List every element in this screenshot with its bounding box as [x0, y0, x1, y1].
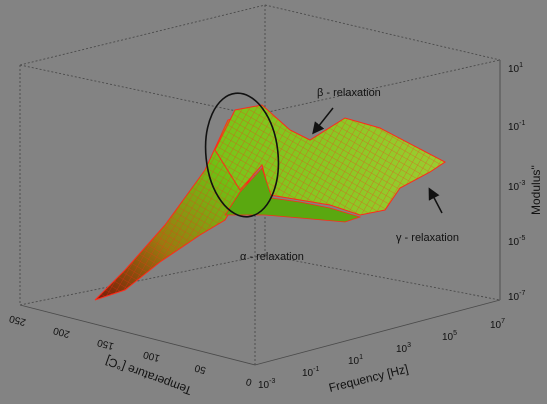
alpha-relaxation-ellipse: [204, 92, 280, 218]
x-tick-label: 10-3: [258, 378, 275, 391]
z-tick-label: 10-7: [508, 290, 525, 303]
z-tick-label: 10-3: [508, 180, 525, 193]
x-tick-label: 10-1: [302, 366, 319, 379]
axis-box: [19, 4, 501, 366]
y-tick-label: 150: [96, 336, 115, 351]
gamma-relaxation-label: γ - relaxation: [396, 232, 459, 244]
surface-front-edge: [224, 167, 362, 223]
gamma-arrow: [428, 187, 443, 214]
z-axis-label: Modulus'': [529, 165, 543, 215]
x-tick-label: 107: [490, 318, 505, 331]
y-tick-label: 250: [8, 312, 27, 327]
alpha-relaxation-label: α - relaxation: [240, 251, 304, 263]
surface: [94, 104, 446, 301]
beta-arrow: [312, 107, 334, 135]
y-tick-label: 200: [52, 324, 71, 339]
y-tick-label: 50: [193, 362, 207, 376]
z-tick-label: 101: [508, 62, 523, 75]
z-tick-label: 10-5: [508, 235, 525, 248]
beta-relaxation-label: β - relaxation: [317, 87, 381, 99]
surface-peak-mesh: [215, 105, 445, 215]
x-tick-label: 101: [348, 354, 363, 367]
z-axis: 101 10-1 10-3 10-5 10-7 Modulus'': [508, 62, 543, 303]
x-tick-label: 105: [442, 330, 457, 343]
x-axis: 10-3 10-1 101 103 105 107 Frequency [Hz]: [258, 318, 505, 395]
z-tick-label: 10-1: [508, 120, 525, 133]
y-tick-label: 100: [142, 348, 161, 363]
y-tick-label: 0: [244, 375, 253, 387]
x-tick-label: 103: [396, 342, 411, 355]
x-axis-label: Frequency [Hz]: [327, 362, 409, 395]
